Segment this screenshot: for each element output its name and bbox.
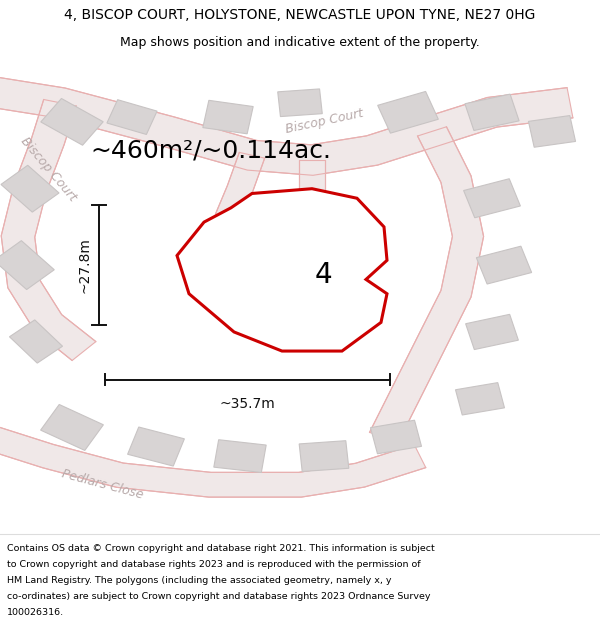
Text: ~460m²/~0.114ac.: ~460m²/~0.114ac. — [90, 139, 331, 162]
Polygon shape — [268, 270, 332, 318]
Polygon shape — [0, 74, 573, 175]
Text: Map shows position and indicative extent of the property.: Map shows position and indicative extent… — [120, 36, 480, 49]
Polygon shape — [377, 91, 439, 133]
Polygon shape — [466, 314, 518, 349]
Text: to Crown copyright and database rights 2023 and is reproduced with the permissio: to Crown copyright and database rights 2… — [7, 560, 421, 569]
Text: Biscop Court: Biscop Court — [17, 135, 79, 204]
Polygon shape — [299, 160, 325, 227]
Polygon shape — [215, 152, 265, 221]
Polygon shape — [370, 420, 422, 454]
Polygon shape — [465, 94, 519, 131]
Text: co-ordinates) are subject to Crown copyright and database rights 2023 Ordnance S: co-ordinates) are subject to Crown copyr… — [7, 592, 431, 601]
Text: Pedlars Close: Pedlars Close — [60, 468, 144, 502]
Polygon shape — [529, 116, 575, 148]
Polygon shape — [203, 101, 253, 134]
Text: Contains OS data © Crown copyright and database right 2021. This information is : Contains OS data © Crown copyright and d… — [7, 544, 435, 552]
Polygon shape — [476, 246, 532, 284]
Text: 4, BISCOP COURT, HOLYSTONE, NEWCASTLE UPON TYNE, NE27 0HG: 4, BISCOP COURT, HOLYSTONE, NEWCASTLE UP… — [64, 8, 536, 22]
Polygon shape — [214, 440, 266, 472]
Polygon shape — [41, 99, 103, 145]
Polygon shape — [41, 404, 103, 451]
Polygon shape — [299, 441, 349, 471]
Polygon shape — [370, 127, 484, 442]
Text: ~27.8m: ~27.8m — [77, 237, 91, 293]
Polygon shape — [128, 427, 184, 466]
Polygon shape — [278, 89, 322, 117]
Text: ~35.7m: ~35.7m — [220, 397, 275, 411]
Polygon shape — [0, 241, 54, 289]
Polygon shape — [1, 99, 96, 361]
Polygon shape — [1, 165, 59, 212]
Text: 4: 4 — [314, 261, 332, 289]
Text: HM Land Registry. The polygons (including the associated geometry, namely x, y: HM Land Registry. The polygons (includin… — [7, 576, 392, 585]
Text: Biscop Court: Biscop Court — [284, 107, 364, 136]
Polygon shape — [0, 426, 426, 497]
Text: 100026316.: 100026316. — [7, 608, 64, 618]
Polygon shape — [10, 320, 62, 363]
Polygon shape — [464, 179, 520, 217]
Polygon shape — [177, 189, 387, 351]
Polygon shape — [455, 382, 505, 415]
Polygon shape — [107, 100, 157, 134]
